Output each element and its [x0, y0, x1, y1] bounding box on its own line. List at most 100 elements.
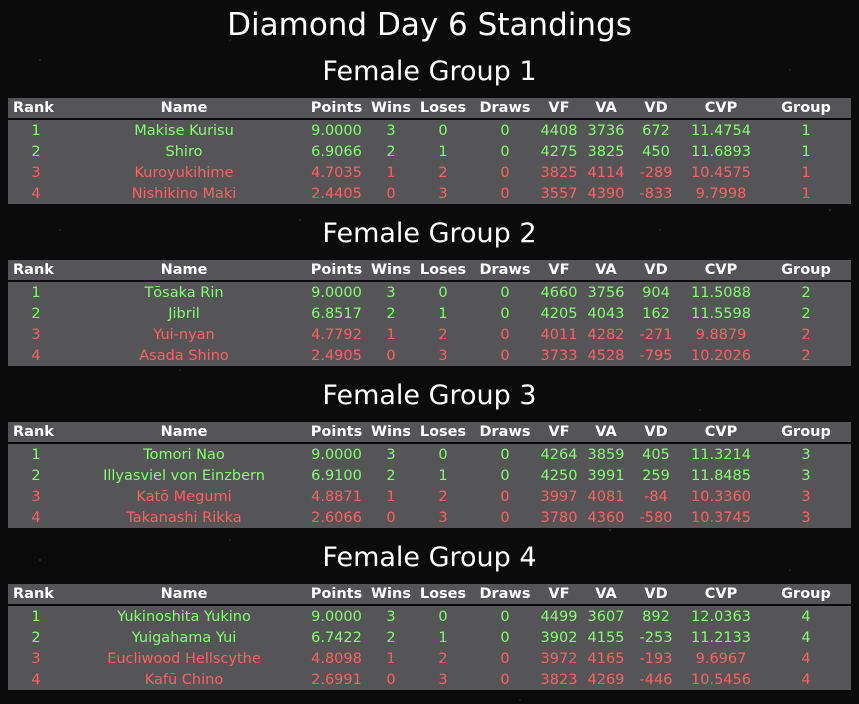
- column-header-name: Name: [64, 422, 304, 444]
- cell-loses: 2: [413, 648, 473, 669]
- table-header-row: Rank Name Points Wins Loses Draws VF VA VD CVP Gro…: [8, 422, 851, 444]
- cell-draws: 0: [473, 465, 537, 486]
- cell-vf: 3733: [537, 345, 581, 366]
- cell-cvp: 11.4754: [681, 119, 761, 141]
- cell-draws: 0: [473, 162, 537, 183]
- cell-cvp: 11.6893: [681, 141, 761, 162]
- cell-rank: 4: [8, 669, 64, 690]
- column-header-vd: VD: [631, 584, 681, 606]
- cell-vd: -795: [631, 345, 681, 366]
- cell-draws: 0: [473, 345, 537, 366]
- cell-vf: 3972: [537, 648, 581, 669]
- column-header-draws: Draws: [473, 98, 537, 120]
- cell-cvp: 11.3214: [681, 443, 761, 465]
- page-title: Diamond Day 6 Standings: [227, 7, 632, 43]
- cell-draws: 0: [473, 183, 537, 204]
- cell-vd: -84: [631, 486, 681, 507]
- cell-vf: 4275: [537, 141, 581, 162]
- cell-loses: 0: [413, 443, 473, 465]
- cell-vf: 4499: [537, 605, 581, 627]
- cell-wins: 3: [369, 119, 413, 141]
- cell-points: 9.0000: [304, 119, 369, 141]
- column-header-vd: VD: [631, 98, 681, 120]
- column-header-loses: Loses: [413, 422, 473, 444]
- cell-va: 4043: [581, 303, 631, 324]
- column-header-loses: Loses: [413, 260, 473, 282]
- cell-va: 4282: [581, 324, 631, 345]
- cell-wins: 0: [369, 669, 413, 690]
- cell-vf: 4264: [537, 443, 581, 465]
- cell-rank: 1: [8, 443, 64, 465]
- cell-va: 3756: [581, 281, 631, 303]
- cell-name: Takanashi Rikka: [64, 507, 304, 528]
- cell-name: Eucliwood Hellscythe: [64, 648, 304, 669]
- column-header-group: Group: [761, 584, 851, 606]
- cell-points: 9.0000: [304, 281, 369, 303]
- cell-loses: 2: [413, 486, 473, 507]
- cell-group: 1: [761, 119, 851, 141]
- cell-cvp: 11.8485: [681, 465, 761, 486]
- cell-rank: 1: [8, 281, 64, 303]
- cell-va: 4081: [581, 486, 631, 507]
- cell-draws: 0: [473, 281, 537, 303]
- cell-draws: 0: [473, 324, 537, 345]
- column-header-points: Points: [304, 98, 369, 120]
- cell-cvp: 9.6967: [681, 648, 761, 669]
- table-row: 2 Illyasviel von Einzbern 6.9100 2 1 0 4250 399…: [8, 465, 851, 486]
- cell-rank: 3: [8, 486, 64, 507]
- table-row: 1 Tōsaka Rin 9.0000 3 0 0 4660 3756 904 11.5088 2: [8, 281, 851, 303]
- cell-va: 4165: [581, 648, 631, 669]
- cell-vf: 3823: [537, 669, 581, 690]
- table-header-row: Rank Name Points Wins Loses Draws VF VA VD CVP Gro…: [8, 98, 851, 120]
- cell-wins: 0: [369, 507, 413, 528]
- group-title: Female Group 1: [322, 56, 537, 87]
- cell-vf: 4250: [537, 465, 581, 486]
- cell-draws: 0: [473, 627, 537, 648]
- cell-name: Jibril: [64, 303, 304, 324]
- cell-name: Kafū Chino: [64, 669, 304, 690]
- cell-draws: 0: [473, 303, 537, 324]
- cell-group: 2: [761, 324, 851, 345]
- column-header-points: Points: [304, 584, 369, 606]
- column-header-rank: Rank: [8, 98, 64, 120]
- column-header-vf: VF: [537, 584, 581, 606]
- cell-va: 4114: [581, 162, 631, 183]
- cell-draws: 0: [473, 119, 537, 141]
- cell-name: Katō Megumi: [64, 486, 304, 507]
- cell-group: 3: [761, 507, 851, 528]
- cell-cvp: 10.2026: [681, 345, 761, 366]
- table-row: 3 Yui-nyan 4.7792 1 2 0 4011 4282 -271 9.8879 2: [8, 324, 851, 345]
- cell-loses: 3: [413, 183, 473, 204]
- cell-cvp: 10.3360: [681, 486, 761, 507]
- table-row: 2 Yuigahama Yui 6.7422 2 1 0 3902 4155 -253 11.21…: [8, 627, 851, 648]
- cell-group: 4: [761, 627, 851, 648]
- cell-name: Tomori Nao: [64, 443, 304, 465]
- cell-name: Nishikino Maki: [64, 183, 304, 204]
- cell-name: Kuroyukihime: [64, 162, 304, 183]
- cell-vd: -271: [631, 324, 681, 345]
- cell-wins: 0: [369, 345, 413, 366]
- cell-rank: 1: [8, 605, 64, 627]
- cell-vd: 259: [631, 465, 681, 486]
- column-header-rank: Rank: [8, 584, 64, 606]
- cell-va: 4155: [581, 627, 631, 648]
- cell-group: 2: [761, 281, 851, 303]
- cell-cvp: 11.5088: [681, 281, 761, 303]
- column-header-loses: Loses: [413, 98, 473, 120]
- cell-name: Illyasviel von Einzbern: [64, 465, 304, 486]
- column-header-draws: Draws: [473, 422, 537, 444]
- column-header-wins: Wins: [369, 584, 413, 606]
- cell-loses: 1: [413, 141, 473, 162]
- cell-rank: 4: [8, 507, 64, 528]
- cell-rank: 2: [8, 465, 64, 486]
- column-header-va: VA: [581, 260, 631, 282]
- cell-name: Tōsaka Rin: [64, 281, 304, 303]
- cell-rank: 2: [8, 141, 64, 162]
- cell-vf: 4205: [537, 303, 581, 324]
- cell-vd: -193: [631, 648, 681, 669]
- column-header-wins: Wins: [369, 422, 413, 444]
- column-header-rank: Rank: [8, 260, 64, 282]
- cell-vd: 672: [631, 119, 681, 141]
- cell-wins: 1: [369, 162, 413, 183]
- cell-wins: 3: [369, 443, 413, 465]
